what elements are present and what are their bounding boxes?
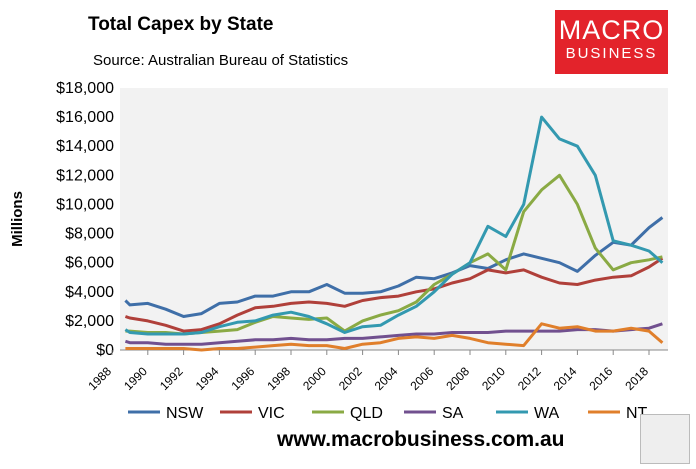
series-line-nsw (124, 216, 664, 318)
x-tick-label: 2014 (551, 364, 580, 393)
y-tick-label: $16,000 (56, 109, 114, 126)
y-tick-label: $10,000 (56, 196, 114, 213)
x-tick-label: 1990 (121, 364, 150, 393)
x-tick-label: 1988 (85, 364, 114, 393)
x-tick-label: 1992 (157, 364, 186, 393)
y-tick-label: $18,000 (56, 80, 114, 97)
legend-label-nsw: NSW (166, 405, 204, 422)
y-tick-label: $12,000 (56, 167, 114, 184)
y-tick-label: $0 (96, 342, 114, 359)
chart-title: Total Capex by State (88, 14, 274, 35)
x-tick-label: 2004 (372, 364, 401, 393)
y-axis-label: Millions (9, 191, 26, 247)
series-line-sa (124, 322, 663, 346)
x-tick-label: 1998 (264, 364, 293, 393)
logo-line1: MACRO (558, 15, 665, 45)
y-tick-label: $6,000 (65, 255, 114, 272)
x-tick-label: 2006 (408, 364, 437, 393)
x-tick-label: 2010 (479, 364, 508, 393)
series-line-wa (124, 115, 664, 336)
y-tick-label: $4,000 (65, 284, 114, 301)
series-line-vic (124, 257, 664, 333)
legend-label-sa: SA (442, 405, 464, 422)
x-tick-label: 2008 (443, 364, 472, 393)
x-tick-label: 2000 (300, 364, 329, 393)
footer-url: www.macrobusiness.com.au (277, 428, 565, 451)
x-tick-label: 1994 (193, 364, 222, 393)
x-tick-label: 2012 (515, 364, 544, 393)
wolf-icon (640, 414, 690, 464)
chart-subtitle: Source: Australian Bureau of Statistics (93, 52, 349, 69)
y-tick-label: $14,000 (56, 138, 114, 155)
y-tick-label: $2,000 (65, 313, 114, 330)
y-tick-label: $8,000 (65, 226, 114, 243)
x-tick-label: 2002 (336, 364, 365, 393)
legend-label-qld: QLD (350, 405, 383, 422)
series-line-nt (125, 322, 664, 352)
legend-label-wa: WA (534, 405, 560, 422)
x-tick-label: 2016 (587, 364, 616, 393)
x-tick-label: 1996 (229, 364, 258, 393)
legend-label-vic: VIC (258, 405, 285, 422)
macrobusiness-logo: MACRO BUSINESS (555, 10, 668, 74)
x-tick-label: 2018 (622, 364, 651, 393)
logo-line2: BUSINESS (565, 45, 658, 62)
